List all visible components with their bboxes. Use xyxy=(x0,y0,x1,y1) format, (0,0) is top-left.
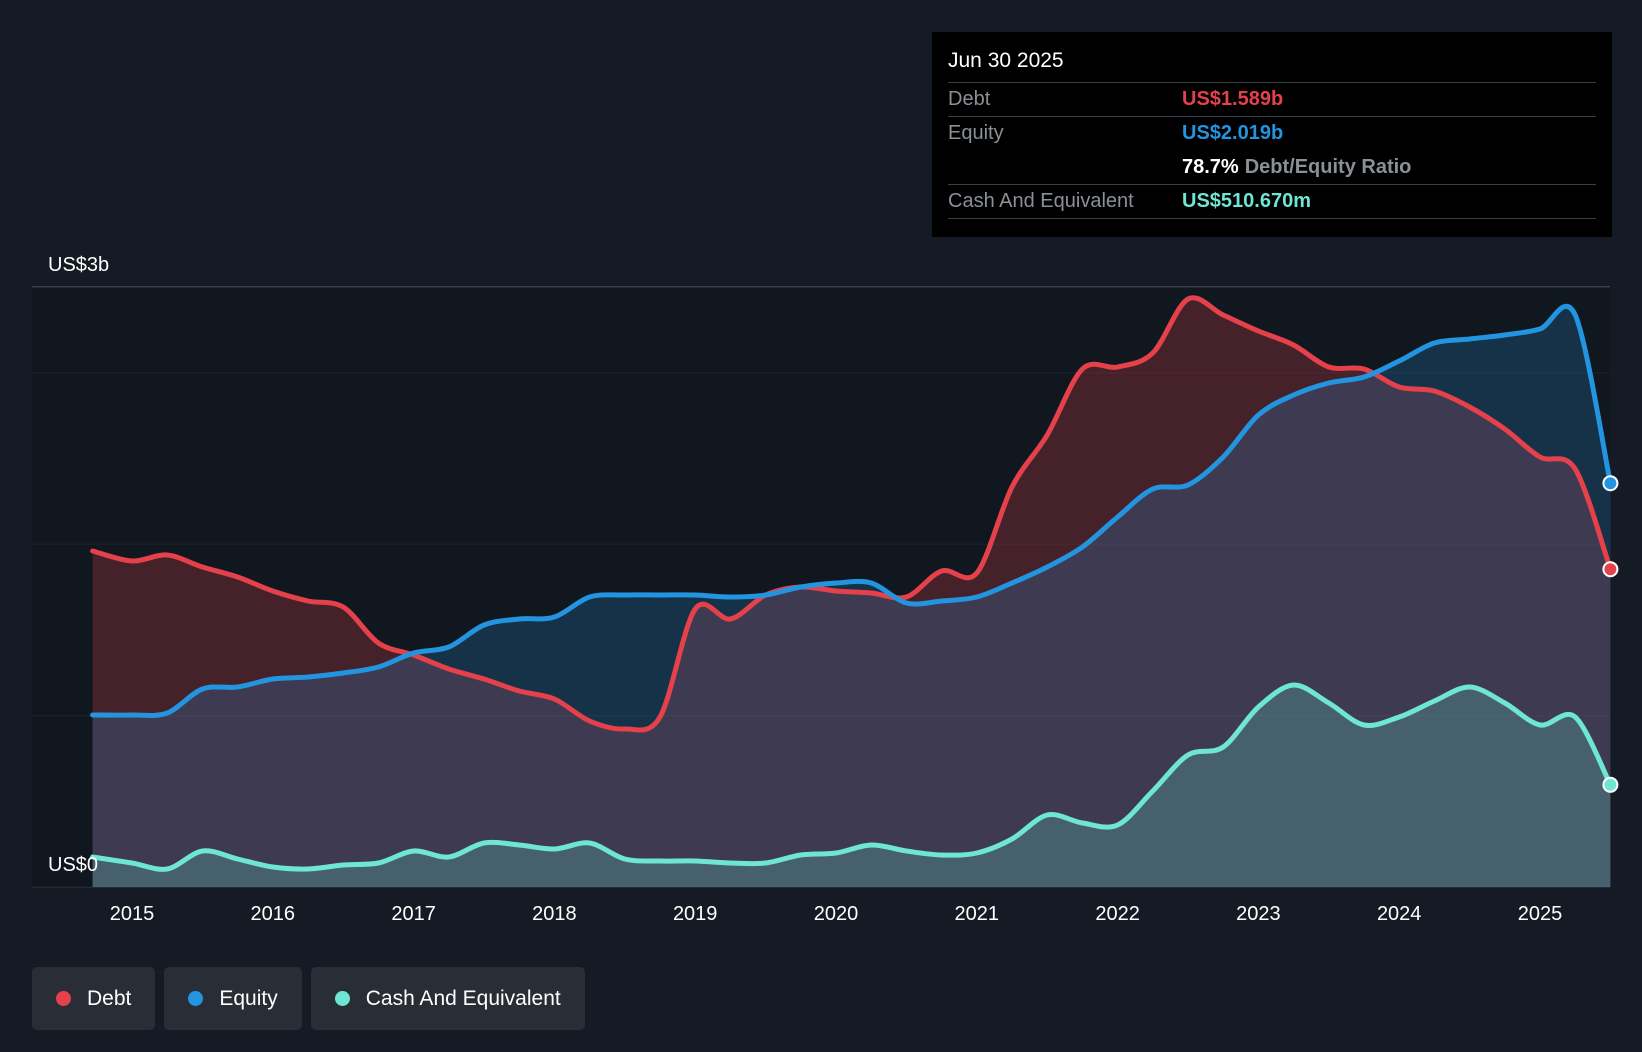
tooltip-equity-value: US$2.019b xyxy=(1182,122,1284,144)
debt-line xyxy=(90,295,1613,733)
legend-label-cash: Cash And Equivalent xyxy=(365,986,561,1010)
x-tick-label: 2022 xyxy=(1095,903,1140,925)
tooltip-date: Jun 30 2025 xyxy=(948,49,1064,72)
x-tick-label: 2021 xyxy=(955,903,1000,925)
equity-dot-icon xyxy=(188,991,204,1006)
debt-end-marker xyxy=(1602,561,1619,578)
cash-dot-icon xyxy=(334,991,350,1006)
x-axis-labels: 2015 2016 2017 2018 2019 2020 2021 2022 2023 2024… xyxy=(110,903,1563,925)
tooltip-ratio-value: 78.7% xyxy=(1182,156,1239,178)
y-axis-labels: US$3b US$0 xyxy=(48,254,109,876)
x-tick-label: 2015 xyxy=(110,903,155,925)
tooltip-panel: Jun 30 2025 Debt US$1.589b Equity US$2.0… xyxy=(932,32,1612,237)
x-tick-label: 2018 xyxy=(532,903,577,925)
tooltip-row-ratio: 78.7% Debt/Equity Ratio xyxy=(948,150,1596,184)
x-tick-label: 2017 xyxy=(391,903,436,925)
cash-line xyxy=(90,682,1613,872)
series-lines xyxy=(90,295,1613,872)
legend-item-debt[interactable]: Debt xyxy=(32,967,156,1030)
cash-area xyxy=(92,684,1611,887)
x-tick-label: 2019 xyxy=(673,903,718,925)
tooltip-ratio-label: Debt/Equity Ratio xyxy=(1244,156,1412,178)
series-end-markers xyxy=(1602,475,1619,793)
legend-item-equity[interactable]: Equity xyxy=(164,967,302,1030)
x-tick-label: 2020 xyxy=(814,903,859,925)
equity-end-marker xyxy=(1602,475,1619,492)
legend: Debt Equity Cash And Equivalent xyxy=(32,967,585,1030)
tooltip-cash-label: Cash And Equivalent xyxy=(948,190,1134,212)
legend-item-cash[interactable]: Cash And Equivalent xyxy=(310,967,585,1030)
tooltip-row-equity: Equity US$2.019b xyxy=(948,116,1596,150)
y-tick-label: US$3b xyxy=(48,254,109,276)
x-tick-label: 2023 xyxy=(1236,903,1281,925)
legend-label-debt: Debt xyxy=(87,986,132,1010)
tooltip-equity-label: Equity xyxy=(948,122,1004,144)
debt-dot-icon xyxy=(56,991,71,1006)
legend-label-equity: Equity xyxy=(219,986,278,1010)
equity-line xyxy=(90,303,1613,718)
x-tick-label: 2016 xyxy=(251,903,296,925)
x-tick-label: 2025 xyxy=(1518,903,1563,925)
tooltip-cash-value: US$510.670m xyxy=(1182,190,1311,212)
tooltip-debt-label: Debt xyxy=(948,88,991,110)
tooltip-row-debt: Debt US$1.589b xyxy=(948,82,1596,116)
tooltip-debt-value: US$1.589b xyxy=(1182,88,1284,110)
y-tick-label: US$0 xyxy=(48,854,98,876)
cash-end-marker xyxy=(1602,776,1619,793)
x-tick-label: 2024 xyxy=(1377,903,1422,925)
tooltip-row-cash: Cash And Equivalent US$510.670m xyxy=(948,184,1596,218)
